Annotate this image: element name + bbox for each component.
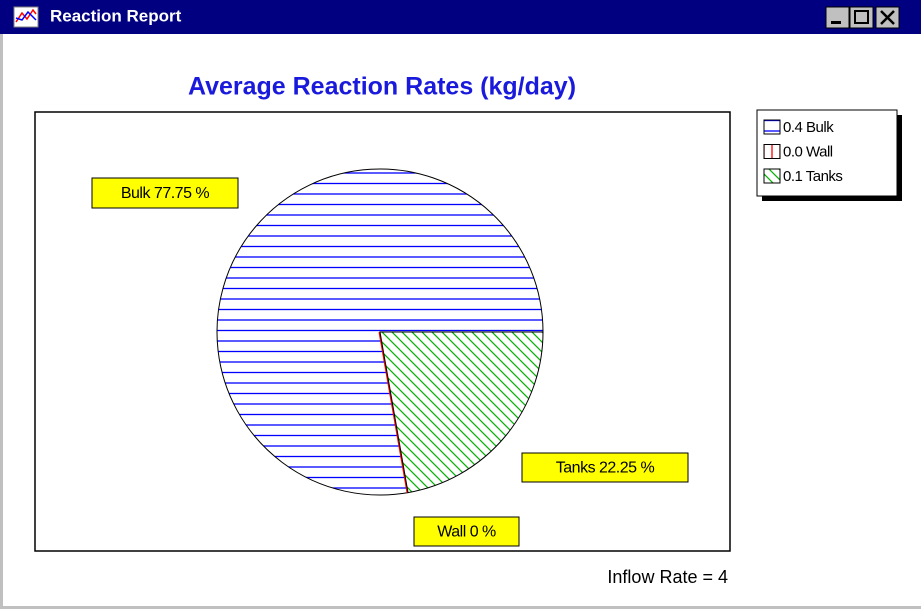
window-border bbox=[0, 34, 3, 609]
data-label: Wall 0 % bbox=[437, 524, 496, 541]
legend-label: 0.4 Bulk bbox=[783, 119, 834, 136]
chart-title: Average Reaction Rates (kg/day) bbox=[188, 73, 576, 101]
data-label: Tanks 22.25 % bbox=[556, 460, 655, 477]
window-border bbox=[0, 606, 921, 609]
title-bar bbox=[0, 0, 921, 34]
data-label: Bulk 77.75 % bbox=[121, 185, 210, 202]
maximize-button[interactable] bbox=[849, 6, 874, 29]
app-icon bbox=[13, 6, 39, 28]
data-label-box bbox=[413, 516, 520, 547]
minimize-button[interactable] bbox=[825, 6, 850, 29]
annotation: Inflow Rate = 4 bbox=[607, 567, 728, 587]
legend-swatch bbox=[763, 168, 781, 184]
legend-label: 0.1 Tanks bbox=[783, 168, 842, 185]
legend-swatch bbox=[763, 119, 781, 135]
legend-label: 0.0 Wall bbox=[783, 143, 833, 160]
data-label-box bbox=[91, 177, 239, 209]
window-title: Reaction Report bbox=[50, 6, 182, 25]
pie-slice bbox=[379, 331, 544, 494]
legend-swatch bbox=[763, 144, 781, 159]
data-label-box bbox=[521, 452, 689, 483]
close-button[interactable] bbox=[875, 6, 900, 29]
